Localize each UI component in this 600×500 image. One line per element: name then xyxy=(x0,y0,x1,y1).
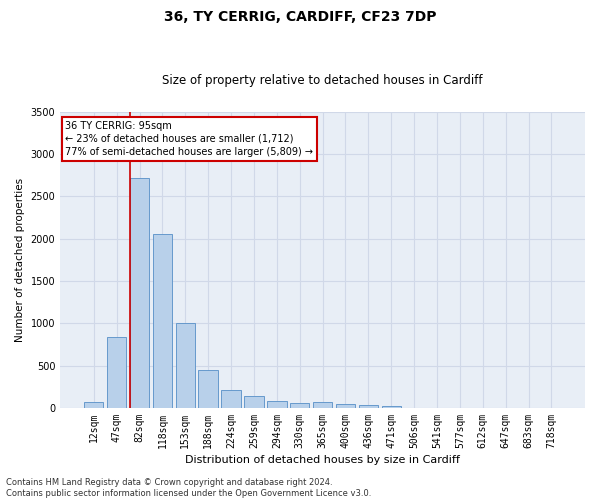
Bar xyxy=(176,324,195,408)
Y-axis label: Number of detached properties: Number of detached properties xyxy=(15,178,25,342)
Text: 36, TY CERRIG, CARDIFF, CF23 7DP: 36, TY CERRIG, CARDIFF, CF23 7DP xyxy=(164,10,436,24)
Bar xyxy=(313,402,332,408)
Text: 36 TY CERRIG: 95sqm
← 23% of detached houses are smaller (1,712)
77% of semi-det: 36 TY CERRIG: 95sqm ← 23% of detached ho… xyxy=(65,120,313,157)
Bar xyxy=(267,401,287,408)
Text: Contains HM Land Registry data © Crown copyright and database right 2024.
Contai: Contains HM Land Registry data © Crown c… xyxy=(6,478,371,498)
Bar xyxy=(152,234,172,408)
Bar xyxy=(107,337,127,408)
Bar xyxy=(244,396,263,408)
Bar xyxy=(221,390,241,408)
Title: Size of property relative to detached houses in Cardiff: Size of property relative to detached ho… xyxy=(163,74,483,87)
Bar xyxy=(336,404,355,408)
Bar xyxy=(290,404,310,408)
Bar xyxy=(84,402,103,408)
Bar xyxy=(359,406,378,408)
Bar xyxy=(130,178,149,408)
Bar xyxy=(382,406,401,408)
Bar xyxy=(199,370,218,408)
X-axis label: Distribution of detached houses by size in Cardiff: Distribution of detached houses by size … xyxy=(185,455,460,465)
